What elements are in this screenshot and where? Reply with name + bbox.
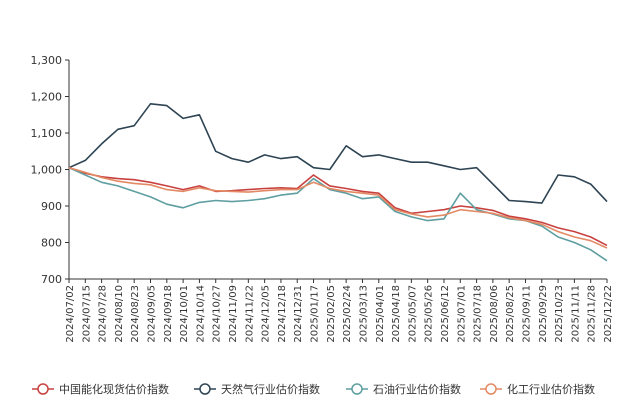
x-tick-label: 2025/01/17 [310,285,321,343]
x-tick-label: 2024/10/14 [195,285,206,343]
x-tick-label: 2025/09/29 [538,285,549,343]
x-tick-label: 2025/05/26 [424,285,435,343]
x-tick-label: 2024/08/23 [130,285,141,343]
legend-marker-icon [485,383,497,395]
chart-axes: 700 800 900 1,000 1,100 1,200 1,300 2024/07/02 2… [31,54,615,343]
y-tick-label: 1,200 [31,91,63,104]
y-tick-label: 1,000 [31,164,63,177]
legend-label: 天然气行业估价指数 [221,382,320,396]
legend-item-3[interactable]: 石油行业估价指数 [346,382,461,396]
x-tick-label: 2025/09/11 [521,285,532,343]
x-tick-label: 2025/11/28 [587,285,598,343]
y-tick-label: 1,100 [31,127,63,140]
legend-label: 石油行业估价指数 [373,382,461,396]
x-tick-label: 2025/06/12 [440,285,451,343]
series-line-2 [68,103,608,204]
series-line-4 [68,166,608,249]
x-tick-label: 2024/07/15 [81,285,92,343]
x-tick-label: 2025/11/11 [570,285,581,343]
legend-marker-icon [351,383,363,395]
legend-item-1[interactable]: 中国能化现货估价指数 [32,382,169,396]
x-tick-label: 2025/03/13 [358,285,369,343]
x-tick-label: 2024/09/05 [147,285,158,343]
x-tick-label: 2025/04/01 [375,285,386,343]
x-tick-label: 2025/02/05 [326,285,337,343]
x-tick-label: 2024/09/18 [163,285,174,343]
x-tick-label: 2024/07/02 [65,285,76,343]
x-tick-label: 2024/10/27 [212,285,223,343]
legend: 中国能化现货估价指数 天然气行业估价指数 石油行业估价指数 化工行业估价指数 [32,382,595,396]
x-tick-label: 2024/11/09 [228,285,239,343]
legend-marker-icon [37,383,49,395]
legend-label: 中国能化现货估价指数 [59,382,169,396]
x-tick-label: 2024/12/31 [293,285,304,343]
x-tick-label: 2024/07/28 [98,285,109,343]
x-tick-label: 2024/10/01 [179,285,190,343]
x-tick-label: 2025/12/22 [603,285,614,343]
y-tick-label: 800 [41,237,62,250]
legend-label: 化工行业估价指数 [507,382,595,396]
x-tick-label: 2025/04/18 [391,285,402,343]
x-tick-label: 2025/02/24 [342,285,353,343]
x-tick-label: 2024/12/05 [261,285,272,343]
plot-area [68,103,608,262]
y-tick-label: 700 [41,273,62,286]
x-tick-label: 2025/10/23 [554,285,565,343]
x-tick-label: 2024/08/10 [114,285,125,343]
x-tick-label: 2025/07/01 [456,285,467,343]
x-tick-label: 2025/08/25 [505,285,516,343]
x-tick-label: 2024/12/18 [277,285,288,343]
legend-item-4[interactable]: 化工行业估价指数 [480,382,595,396]
legend-item-2[interactable]: 天然气行业估价指数 [194,382,320,396]
y-tick-label: 900 [41,200,62,213]
y-tick-label: 1,300 [31,54,63,67]
series-line-1 [68,166,608,247]
x-tick-label: 2025/08/06 [489,285,500,343]
x-tick-label: 2025/07/18 [473,285,484,343]
x-tick-label: 2025/05/07 [407,285,418,343]
x-tick-label: 2024/11/22 [244,285,255,343]
legend-marker-icon [199,383,211,395]
